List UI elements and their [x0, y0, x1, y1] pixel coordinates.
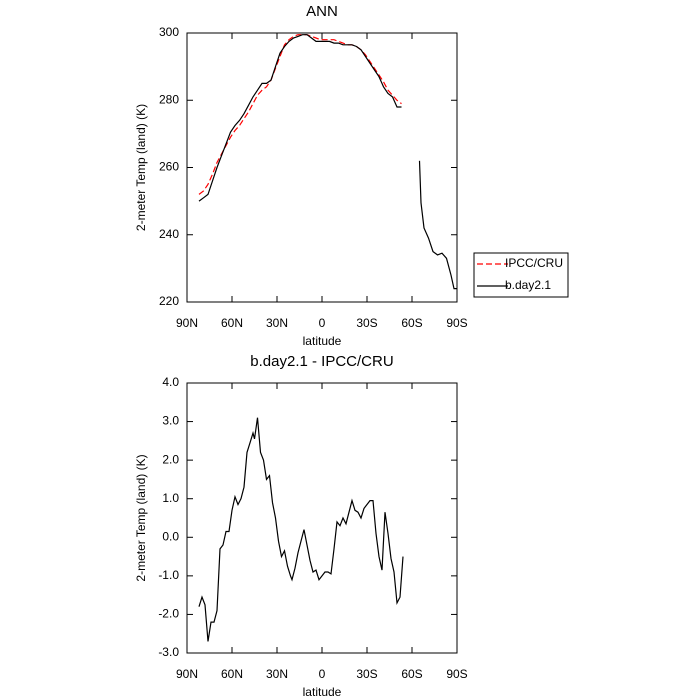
x-tick-label: 60S	[401, 667, 422, 681]
legend-label: IPCC/CRU	[505, 256, 563, 270]
x-tick-label: 30N	[266, 316, 288, 330]
data-line	[198, 34, 457, 290]
y-tick-label: 220	[159, 294, 179, 308]
data-line	[198, 34, 402, 195]
plot-frame	[186, 32, 458, 303]
y-tick-label: -2.0	[158, 607, 179, 621]
y-tick-label: 2.0	[162, 452, 179, 466]
y-tick-label: -3.0	[158, 645, 179, 659]
y-tick-label: 260	[159, 160, 179, 174]
x-tick-label: 90N	[176, 316, 198, 330]
y-axis-label: 2-meter Temp (land) (K)	[134, 454, 148, 581]
x-tick-label: 30S	[356, 316, 377, 330]
x-tick-label: 60N	[221, 316, 243, 330]
x-tick-label: 30N	[266, 667, 288, 681]
y-tick-label: -1.0	[158, 568, 179, 582]
y-tick-label: 1.0	[162, 491, 179, 505]
x-tick-label: 90N	[176, 667, 198, 681]
chart-title: ANN	[306, 3, 338, 20]
x-axis-label: latitude	[303, 334, 342, 348]
legend-label: b.day2.1	[505, 278, 551, 292]
y-tick-label: 300	[159, 25, 179, 39]
x-tick-label: 0	[319, 316, 326, 330]
x-tick-label: 60S	[401, 316, 422, 330]
x-tick-label: 90S	[446, 667, 467, 681]
x-tick-label: 30S	[356, 667, 377, 681]
y-tick-label: 4.0	[162, 375, 179, 389]
x-tick-label: 60N	[221, 667, 243, 681]
chart-title: b.day2.1 - IPCC/CRU	[250, 353, 393, 370]
data-line	[198, 417, 404, 642]
legend-box	[473, 252, 569, 298]
y-tick-label: 3.0	[162, 414, 179, 428]
x-axis-label: latitude	[303, 685, 342, 699]
x-tick-label: 90S	[446, 316, 467, 330]
y-tick-label: 0.0	[162, 529, 179, 543]
y-tick-label: 280	[159, 92, 179, 106]
y-axis-label: 2-meter Temp (land) (K)	[134, 104, 148, 231]
plot-frame	[186, 382, 458, 654]
x-tick-label: 0	[319, 667, 326, 681]
y-tick-label: 240	[159, 227, 179, 241]
